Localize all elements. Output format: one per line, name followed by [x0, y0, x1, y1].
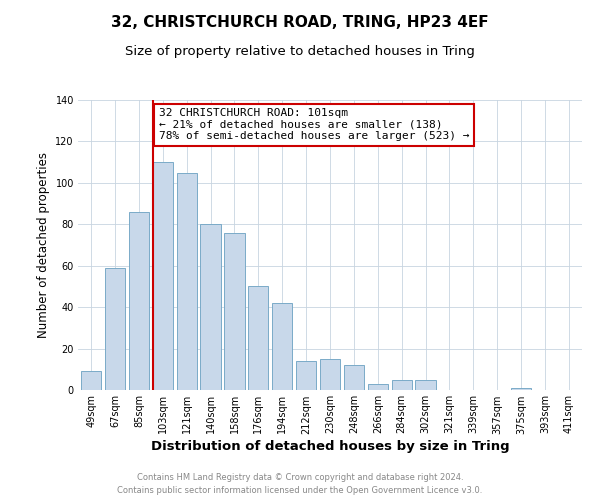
Text: Contains HM Land Registry data © Crown copyright and database right 2024.
Contai: Contains HM Land Registry data © Crown c…: [118, 473, 482, 495]
Bar: [176, 172, 197, 390]
Bar: [129, 212, 149, 390]
Bar: [224, 232, 245, 390]
Bar: [511, 388, 531, 390]
Bar: [392, 380, 412, 390]
Text: 32 CHRISTCHURCH ROAD: 101sqm
← 21% of detached houses are smaller (138)
78% of s: 32 CHRISTCHURCH ROAD: 101sqm ← 21% of de…: [158, 108, 469, 142]
Y-axis label: Number of detached properties: Number of detached properties: [37, 152, 50, 338]
Bar: [272, 303, 292, 390]
Bar: [415, 380, 436, 390]
X-axis label: Distribution of detached houses by size in Tring: Distribution of detached houses by size …: [151, 440, 509, 454]
Text: Size of property relative to detached houses in Tring: Size of property relative to detached ho…: [125, 45, 475, 58]
Bar: [320, 359, 340, 390]
Bar: [105, 268, 125, 390]
Bar: [344, 365, 364, 390]
Bar: [152, 162, 173, 390]
Bar: [248, 286, 268, 390]
Bar: [368, 384, 388, 390]
Text: 32, CHRISTCHURCH ROAD, TRING, HP23 4EF: 32, CHRISTCHURCH ROAD, TRING, HP23 4EF: [111, 15, 489, 30]
Bar: [296, 361, 316, 390]
Bar: [200, 224, 221, 390]
Bar: [81, 372, 101, 390]
